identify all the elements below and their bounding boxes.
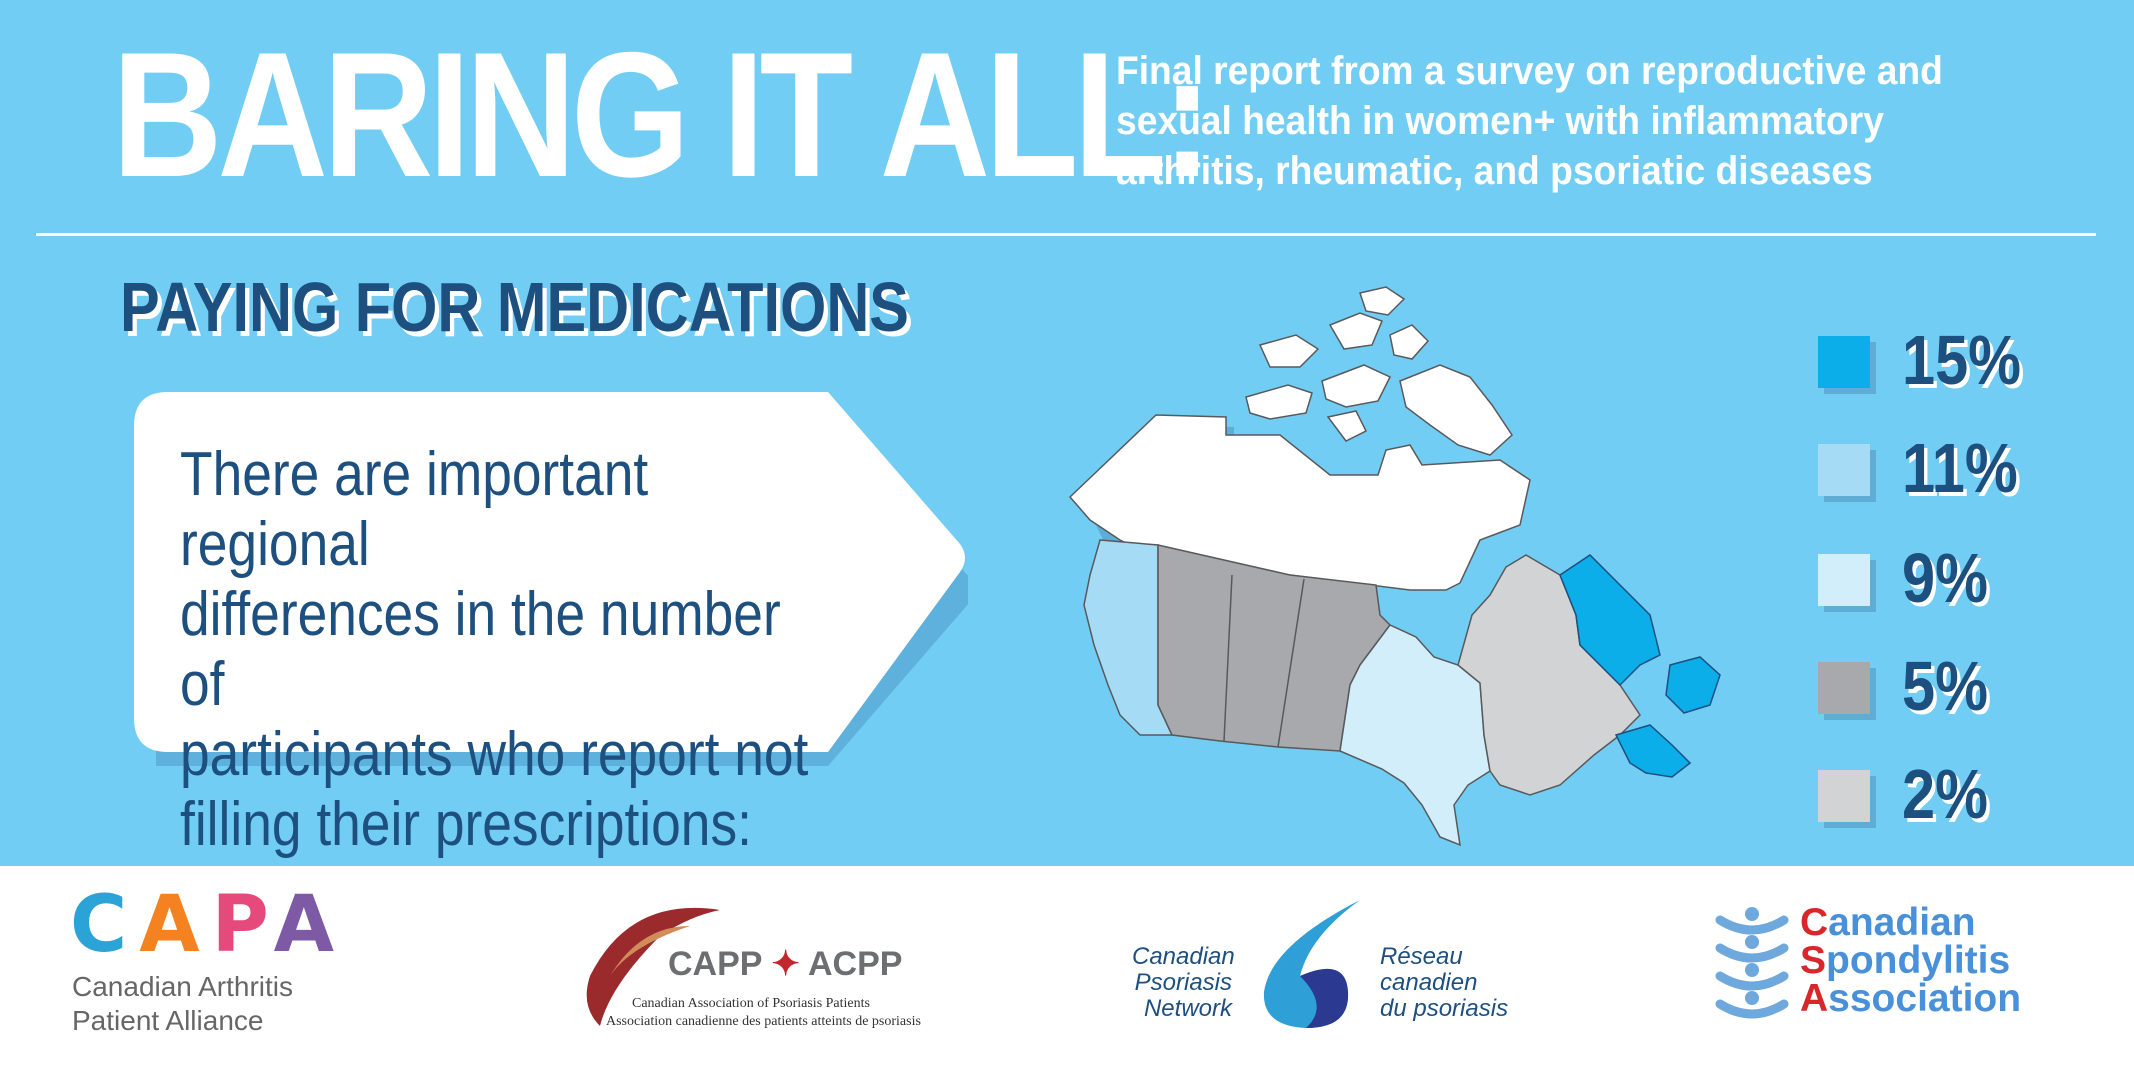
cpn-line: du psoriasis	[1380, 995, 1509, 1022]
legend-swatch	[1818, 336, 1870, 388]
footer-logos	[0, 866, 2134, 1067]
cpn-line: Réseau	[1380, 943, 1463, 970]
capa-letter: P	[211, 880, 274, 970]
cpn-line: canadien	[1380, 969, 1478, 996]
subtitle: Final report from a survey on reproducti…	[1116, 46, 2046, 196]
callout-line: filling their prescriptions:	[180, 790, 752, 859]
region-quebec	[1457, 554, 1641, 796]
csa-line: Association	[1800, 977, 2022, 1020]
capa-letter: C	[70, 880, 140, 970]
legend-item: 9%	[1818, 539, 2134, 617]
legend-item: 15%	[1818, 321, 2134, 399]
legend-value: 5%	[1902, 647, 1988, 725]
csa-line: Spondylitis	[1800, 939, 2011, 982]
capp-french-name: Association canadienne des patients atte…	[606, 1014, 921, 1029]
subtitle-line: sexual health in women+ with inflammator…	[1116, 99, 1884, 143]
subtitle-line: Final report from a survey on reproducti…	[1116, 49, 1943, 93]
csa-wordmark: Canadian Spondylitis Association	[1800, 901, 2022, 1020]
cpn-droplet-icon	[1263, 900, 1360, 1028]
capa-subtitle: Canadian Arthritis Patient Alliance	[72, 970, 293, 1038]
capa-subtitle-line: Patient Alliance	[72, 1005, 264, 1036]
region-arctic-island	[1389, 324, 1430, 360]
section-title: PAYING FOR MEDICATIONS	[120, 268, 909, 346]
region-atlantic-maritimes	[1614, 724, 1692, 778]
capa-letter: A	[273, 880, 347, 970]
region-arctic-island	[1321, 364, 1392, 408]
callout-line: participants who report not	[180, 720, 809, 789]
main-title: BARING IT ALL:	[112, 15, 1213, 214]
capa-logo: CAPA	[70, 880, 346, 970]
legend-swatch	[1818, 662, 1870, 714]
canada-map	[1068, 286, 1721, 847]
callout-shape	[134, 392, 965, 752]
capp-wordmark: CAPP ✦ ACPP	[668, 944, 902, 984]
region-arctic-island	[1326, 410, 1368, 442]
region-atlantic-labrador	[1559, 554, 1661, 687]
header-panel: BARING IT ALL: Final report from a surve…	[0, 0, 2134, 866]
capp-swoosh-icon	[586, 907, 720, 1026]
region-arctic-island	[1258, 334, 1320, 368]
legend-item: 11%	[1818, 429, 2134, 507]
subtitle-line: arthritis, rheumatic, and psoriatic dise…	[1116, 149, 1873, 193]
header-divider	[36, 233, 2096, 236]
capp-english-name: Canadian Association of Psoriasis Patien…	[632, 996, 870, 1011]
capa-subtitle-line: Canadian Arthritis	[72, 971, 294, 1002]
legend-swatch	[1818, 554, 1870, 606]
cpn-line: Psoriasis	[1134, 969, 1232, 996]
capa-letter: A	[139, 880, 212, 970]
callout-box	[134, 392, 968, 766]
cpn-english-name: Canadian Psoriasis Network	[1132, 943, 1235, 1022]
callout-line: There are important regional	[180, 440, 649, 579]
cpn-line: Canadian	[1132, 943, 1235, 970]
legend-value: 9%	[1902, 539, 1988, 617]
legend-swatch	[1818, 770, 1870, 822]
callout-text: There are important regional differences…	[180, 440, 834, 860]
callout-line: differences in the number of	[180, 580, 781, 719]
region-arctic-island	[1245, 384, 1313, 420]
legend-value: 15%	[1902, 321, 2022, 399]
capp-right-text: ACPP	[808, 945, 903, 983]
region-atlantic-newfoundland	[1665, 656, 1721, 714]
region-arctic-island	[1328, 312, 1383, 350]
csa-spine-icon	[1715, 907, 1789, 1019]
legend-swatch	[1818, 444, 1870, 496]
region-arctic-island	[1399, 364, 1513, 456]
legend-item: 5%	[1818, 647, 2134, 725]
maple-leaf-icon: ✦	[771, 945, 800, 983]
legend-value: 11%	[1902, 429, 2018, 507]
capp-left-text: CAPP	[668, 945, 762, 983]
region-arctic-island	[1359, 286, 1406, 316]
cpn-line: Network	[1143, 995, 1232, 1022]
cpn-french-name: Réseau canadien du psoriasis	[1380, 944, 1508, 1022]
csa-line: Canadian	[1800, 901, 1976, 944]
legend-value: 2%	[1902, 755, 1988, 833]
legend-item: 2%	[1818, 755, 2134, 833]
